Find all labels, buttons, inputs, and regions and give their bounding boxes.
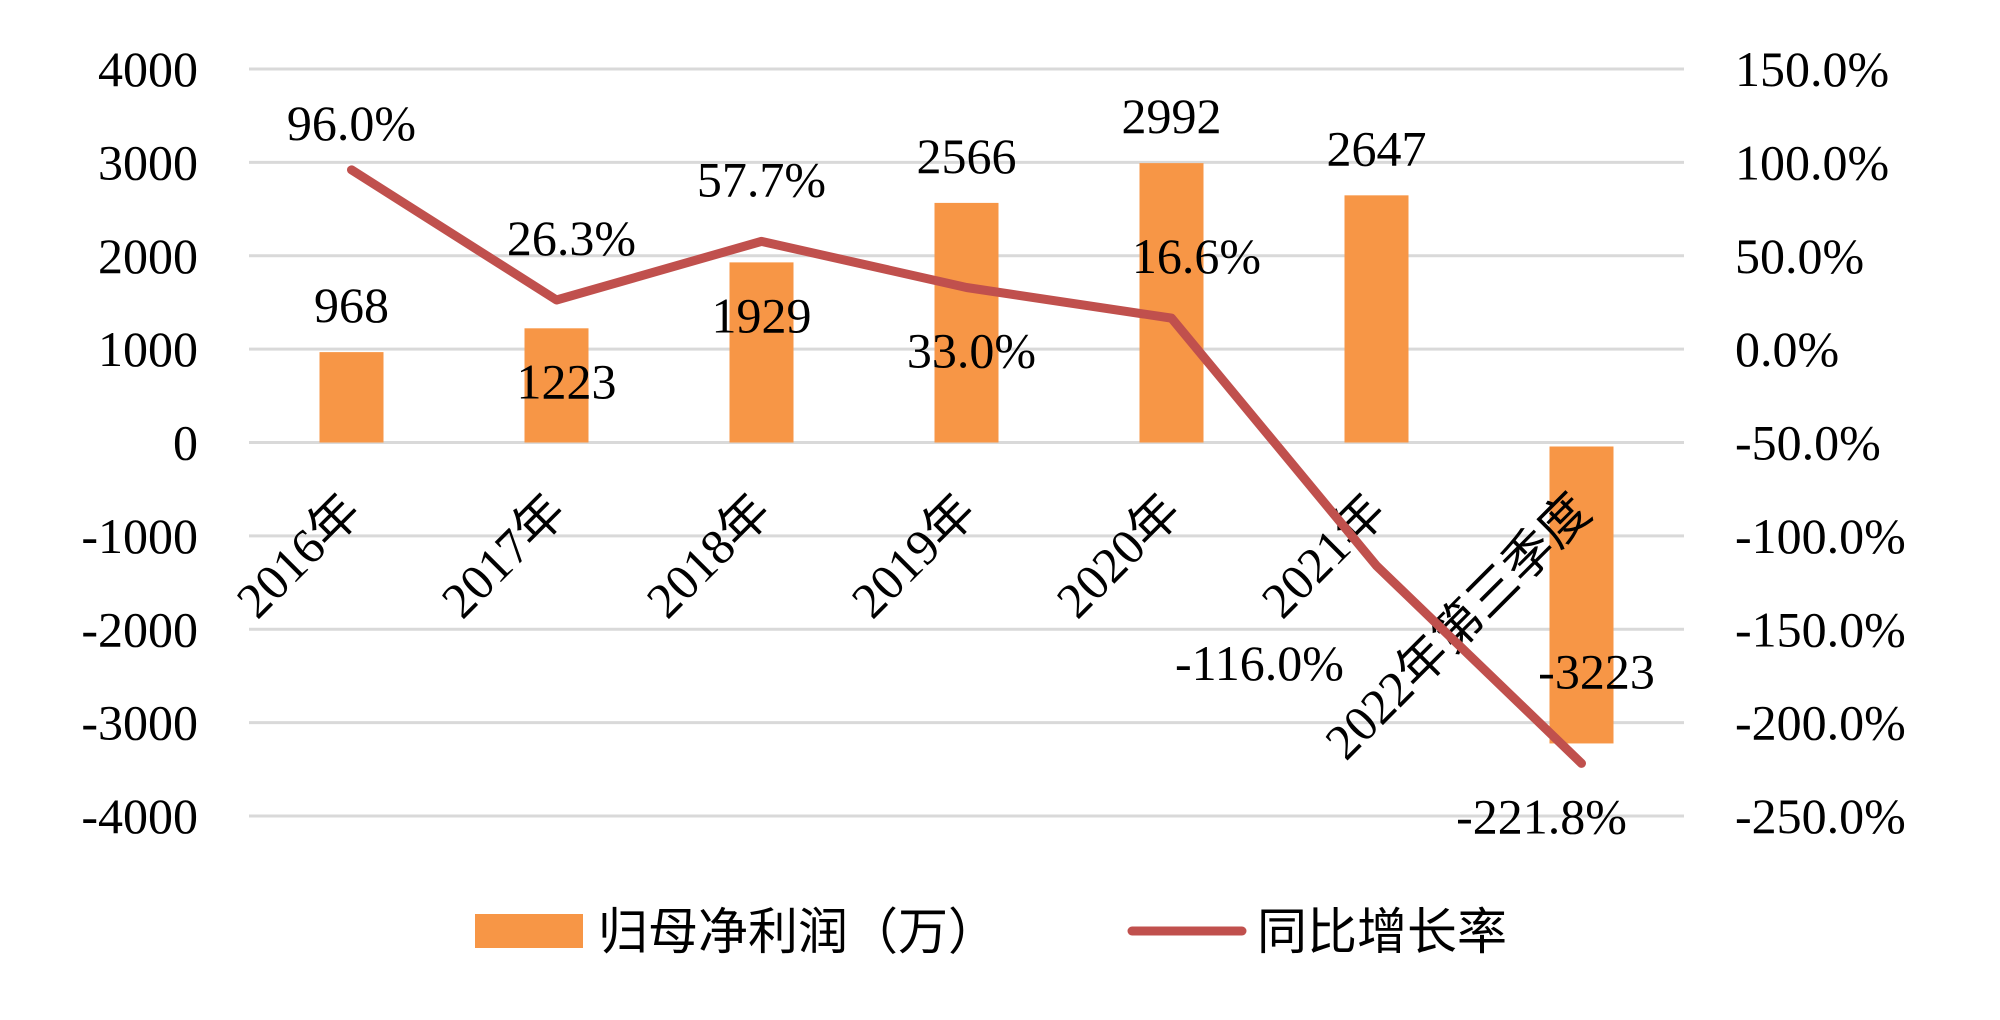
right-axis-tick: 0.0% [1735, 321, 1839, 377]
line-data-label: 26.3% [507, 210, 636, 266]
bar-data-label: -3223 [1538, 643, 1655, 699]
bar-data-label: 1929 [712, 287, 812, 343]
left-axis-tick: 3000 [98, 134, 198, 190]
legend-swatch-bar [475, 914, 583, 948]
right-axis-tick: -50.0% [1735, 415, 1881, 471]
left-axis-tick: 2000 [98, 228, 198, 284]
category-label: 2019年 [841, 483, 987, 629]
bar-data-label: 2647 [1327, 120, 1427, 176]
legend-label-line: 同比增长率 [1257, 904, 1507, 960]
legend-label-bar: 归母净利润（万） [598, 904, 998, 960]
right-axis-tick: -150.0% [1735, 601, 1906, 657]
bar-data-label: 1223 [517, 353, 617, 409]
category-label: 2018年 [636, 483, 782, 629]
line-data-label: 33.0% [907, 322, 1036, 378]
right-axis-tick: 100.0% [1735, 134, 1889, 190]
bar-data-label: 968 [314, 277, 389, 333]
category-label: 2016年 [226, 483, 372, 629]
left-axis-tick: -4000 [81, 788, 198, 844]
left-axis-tick: -3000 [81, 695, 198, 751]
left-axis-tick: -2000 [81, 601, 198, 657]
right-axis-tick: -250.0% [1735, 788, 1906, 844]
bar [1549, 446, 1614, 744]
right-axis-tick: 150.0% [1735, 41, 1889, 97]
category-label: 2020年 [1046, 483, 1192, 629]
bar [729, 262, 794, 443]
line-data-label: 16.6% [1132, 228, 1261, 284]
right-axis-tick: -100.0% [1735, 508, 1906, 564]
line-data-label: 57.7% [697, 151, 826, 207]
bar [524, 328, 589, 443]
bar-data-label: 2566 [917, 128, 1017, 184]
bar [1139, 163, 1204, 443]
right-axis-tick: 50.0% [1735, 228, 1864, 284]
category-label: 2017年 [431, 483, 577, 629]
bar [934, 202, 999, 443]
line-data-label: -221.8% [1456, 788, 1627, 844]
left-axis-tick: 4000 [98, 41, 198, 97]
left-axis-tick: -1000 [81, 508, 198, 564]
line-data-label: -116.0% [1175, 635, 1344, 691]
bar [1344, 195, 1409, 443]
left-axis-tick: 0 [173, 415, 198, 471]
right-axis-tick: -200.0% [1735, 695, 1906, 751]
line-data-label: 96.0% [287, 95, 416, 151]
bar-data-label: 2992 [1122, 88, 1222, 144]
bar [319, 352, 384, 443]
left-axis-tick: 1000 [98, 321, 198, 377]
